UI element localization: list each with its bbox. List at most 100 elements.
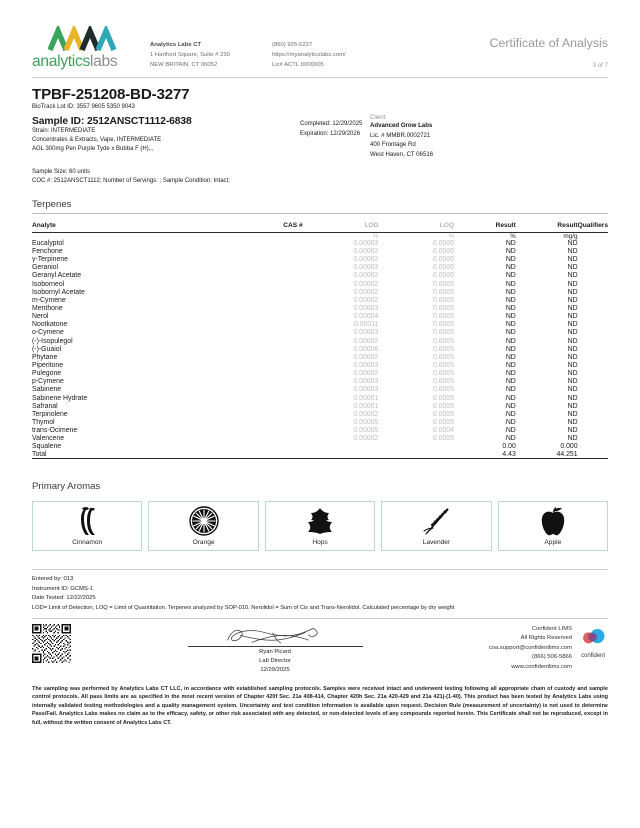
document-header: analyticslabs Analytics Labs CT 1 Hartfo… [32,0,608,78]
lab-contact-block: (860) 925-5227 https://myanalyticslabs.c… [272,26,402,70]
aroma-card-hops: Hops [264,501,376,552]
table-row: o-Cymene 0.00003 0.0005 ND ND [32,329,608,337]
col-header-analyte: Analyte [32,222,56,230]
table-row: Isobornyl Acetate 0.00002 0.0005 ND ND [32,289,608,297]
brand-wordmark: analyticslabs [32,53,150,71]
table-row: Sabinene 0.00003 0.0005 ND ND [32,386,608,394]
cell-loq: 0.0005 [432,247,455,255]
cell-result-pct: ND [505,378,516,386]
cell-cas [227,240,303,248]
cell-result-pct: ND [505,313,516,321]
table-row: Phytane 0.00002 0.0005 ND ND [32,354,608,362]
confident-logo: confident [578,625,608,659]
lab-website[interactable]: https://myanalyticslabs.com/ [272,52,346,59]
cell-result-pct: ND [505,247,516,255]
lims-website[interactable]: www.confidentlims.com [511,663,572,670]
cell-qualifiers [578,443,608,451]
cell-result-mgg: ND [567,394,578,402]
cell-qualifiers [578,329,608,337]
terpenes-table-body: Eucalyptol 0.00003 0.0005 ND ND Fenchone 0.000… [32,239,608,460]
cell-analyte: Valencene [32,435,65,443]
sample-meta-block: Sample Size: 60 units COC #: 2512ANSCT11… [32,168,608,186]
cell-analyte: Nerol [32,313,49,321]
cell-qualifiers [578,354,608,362]
table-row: Menthone 0.00003 0.0005 ND ND [32,305,608,313]
lavender-sprig-icon [421,502,451,539]
cell-total-result-pct: 4.43 [454,451,516,460]
cell-result-pct: ND [505,345,516,353]
cell-result-pct: ND [505,329,516,337]
cell-loq: 0.0005 [432,280,455,288]
cell-cas [227,370,303,378]
cell-cas [227,362,303,370]
unit-loq: % [448,232,455,240]
cell-qualifiers [578,248,608,256]
cell-lod [303,443,379,451]
cell-qualifiers [578,305,608,313]
confident-venn-icon [583,628,605,644]
cell-result-mgg: ND [567,256,578,264]
cell-lod: 0.00002 [353,272,379,280]
cell-loq: 0.0004 [432,427,455,435]
cell-analyte: p-Cymene [32,378,64,386]
cell-result-pct: ND [505,410,516,418]
cell-cas [227,305,303,313]
cell-result-pct: ND [505,370,516,378]
cell-cas [227,427,303,435]
cell-cas [227,403,303,411]
page-title: Certificate of Analysis [489,36,608,50]
lab-phone: (860) 925-5227 [272,42,313,48]
cell-analyte: Terpinolene [32,410,68,418]
table-row: Terpinolene 0.00002 0.0005 ND ND [32,411,608,419]
cell-result-mgg: ND [567,435,578,443]
cell-result-pct: ND [505,288,516,296]
cell-result-pct: ND [505,337,516,345]
sample-coc: COC #: 2512ANSCT1112; Number of Servings… [32,178,230,185]
cell-qualifiers [578,313,608,321]
cell-qualifiers [578,297,608,305]
cell-result-mgg: ND [567,304,578,312]
cell-qualifiers [578,256,608,264]
aromas-grid: Cinnamon Orange Hops Lavender Apple [32,501,609,552]
cell-loq: 0.0005 [432,239,455,247]
table-row: m-Cymene 0.00002 0.0005 ND ND [32,297,608,305]
unit-lod: % [372,232,379,240]
cell-lod: 0.00003 [353,386,379,394]
lims-email[interactable]: coa.support@confidentlims.com [488,644,572,651]
cell-cas [227,411,303,419]
lod-loq-note: LOD= Limit of Detection, LOQ = Limit of … [32,605,455,612]
cell-loq: 0.0005 [432,313,455,321]
aroma-label: Hops [312,539,328,547]
cell-result-mgg: ND [567,321,578,329]
cell-qualifiers [578,281,608,289]
sample-size: Sample Size: 60 units [32,169,91,176]
brand-wordmark-primary: analytics [32,53,90,70]
cell-cas [227,395,303,403]
entered-by: Entered by: 013 [32,576,74,583]
table-row: Fenchone 0.00002 0.0005 ND ND [32,248,608,256]
signer-title: Lab Director [259,658,291,665]
cell-result-pct: ND [505,386,516,394]
cell-analyte: (-)-Guaiol [32,345,62,353]
cell-analyte: Piperitone [32,361,64,369]
cell-lod: 0.00002 [353,435,379,443]
table-row: Geranyl Acetate 0.00002 0.0005 ND ND [32,272,608,280]
cell-loq: 0.0005 [432,337,455,345]
table-row: Pulegone 0.00002 0.0005 ND ND [32,370,608,378]
cell-result-mgg: ND [567,296,578,304]
terpenes-table-header-row: Analyte CAS # LOD LOQ Result Result Qual… [32,222,608,232]
cell-cas [227,297,303,305]
cell-lod: 0.00002 [353,256,379,264]
cell-analyte: Isoborneol [32,280,65,288]
cell-result-pct: ND [505,321,516,329]
table-row: Thymol 0.00005 0.0005 ND ND [32,419,608,427]
cell-lod: 0.00002 [353,353,379,361]
aroma-card-lavender: Lavender [381,501,492,552]
qr-code-icon[interactable] [32,623,71,663]
sample-category: Concentrates & Extracts, Vape, INTERMEDI… [32,137,162,144]
terpenes-table: Analyte CAS # LOD LOQ Result Result Qual… [32,222,608,460]
client-details: Advanced Grow Labs Lic. # MMBR.0002721 4… [370,121,608,159]
table-row: Geraniol 0.00003 0.0005 ND ND [32,264,608,272]
lab-address-block: Analytics Labs CT 1 Hartford Square, Sui… [150,26,272,70]
cinnamon-sticks-icon [74,502,100,539]
